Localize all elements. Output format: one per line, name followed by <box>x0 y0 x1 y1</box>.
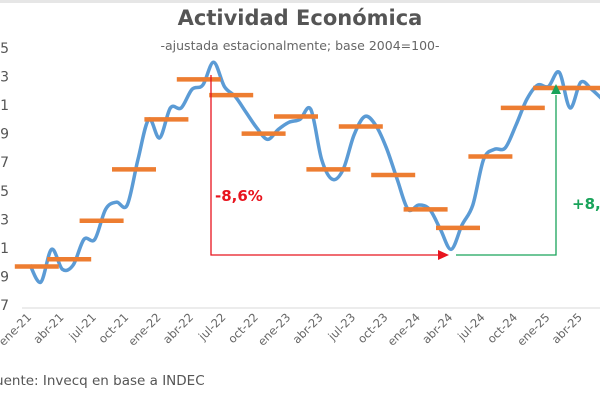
x-tick-label: ene-21 <box>0 310 34 348</box>
recovery-label: +8,9% <box>572 195 600 213</box>
x-tick-label: abr-23 <box>290 310 326 346</box>
y-tick-label: 143 <box>0 212 9 228</box>
x-tick-label: jul-23 <box>325 310 359 344</box>
x-tick-label: abr-25 <box>549 310 585 346</box>
x-tick-label: ene-22 <box>125 310 163 348</box>
decline-arrowhead <box>438 250 449 260</box>
monthly-series-line <box>28 60 600 285</box>
recovery-bracket <box>456 95 557 256</box>
y-tick-label: 145 <box>0 184 9 200</box>
top-border <box>0 0 600 3</box>
chart-title: Actividad Económica <box>177 6 423 30</box>
x-tick-label: oct-22 <box>225 310 261 346</box>
y-tick-label: 149 <box>0 127 9 143</box>
recovery-arrowhead <box>551 84 561 94</box>
x-tick-label: oct-21 <box>96 310 132 346</box>
x-tick-label: jul-24 <box>454 310 488 344</box>
x-tick-label: jul-21 <box>65 310 99 344</box>
x-tick-label: abr-24 <box>419 310 455 346</box>
decline-bracket <box>210 75 440 256</box>
y-tick-label: 139 <box>0 269 9 285</box>
y-tick-label: 155 <box>0 41 9 57</box>
y-tick-label: 151 <box>0 98 9 114</box>
y-tick-label: 137 <box>0 298 9 314</box>
x-tick-label: abr-21 <box>30 310 66 346</box>
x-tick-label: ene-23 <box>255 310 293 348</box>
y-tick-label: 141 <box>0 241 9 257</box>
x-tick-label: oct-24 <box>484 310 520 346</box>
x-tick-label: oct-23 <box>355 310 391 346</box>
y-tick-label: 147 <box>0 155 9 171</box>
x-tick-label: ene-25 <box>514 310 552 348</box>
x-tick-label: ene-24 <box>385 310 423 348</box>
chart-subtitle: -ajustada estacionalmente; base 2004=100… <box>160 38 440 53</box>
source-note: Fuente: Invecq en base a INDEC <box>0 373 205 389</box>
y-tick-label: 153 <box>0 70 9 86</box>
x-tick-label: abr-22 <box>160 310 196 346</box>
decline-label: -8,6% <box>215 187 263 205</box>
x-tick-label: jul-22 <box>195 310 229 344</box>
